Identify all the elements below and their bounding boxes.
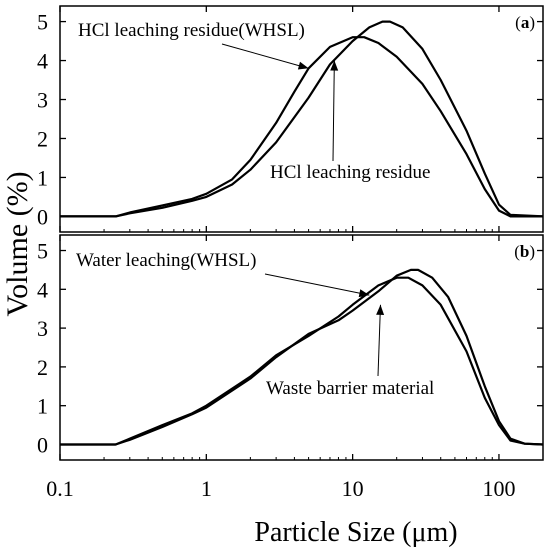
x-axis-label: Particle Size (μm) — [254, 517, 457, 548]
annotation-arrowhead — [358, 289, 370, 298]
x-tick-label: 10 — [342, 476, 364, 501]
annotation-arrow-line — [332, 60, 335, 162]
annotation-text: HCl leaching residue(WHSL) — [78, 20, 305, 41]
panel-a: 0 1 2 3 4 5 (a) HCl leaching residue(WHSL) HCl l… — [37, 5, 544, 233]
y-tick-label: 1 — [37, 165, 48, 190]
y-tick-label: 4 — [37, 277, 48, 302]
y-axis-label: Volume (%) — [1, 171, 34, 316]
annotation-text: HCl leaching residue — [270, 162, 430, 183]
series-line — [60, 20, 544, 218]
annotation-arrow-line — [221, 43, 309, 69]
annotation-arrow-line — [377, 304, 381, 377]
panel-label: (b) — [514, 242, 535, 261]
y-tick-label: 3 — [37, 88, 48, 113]
y-tick-label: 2 — [37, 355, 48, 380]
panel-b: 0 1 2 3 4 5 0.1 1 10 100 (b) Water leaching(WHSL) Wa… — [37, 234, 544, 501]
y-tick-label: 5 — [37, 239, 48, 264]
y-tick-label: 0 — [37, 204, 48, 229]
y-tick-label: 0 — [37, 432, 48, 457]
plot-frame — [59, 5, 544, 233]
plot-frame — [59, 234, 544, 461]
x-tick-label: 0.1 — [46, 476, 74, 501]
y-tick-label: 2 — [37, 126, 48, 151]
y-tick-label: 1 — [37, 394, 48, 419]
annotation-arrowhead — [376, 304, 385, 315]
y-tick-label: 4 — [37, 49, 48, 74]
y-tick-label: 5 — [37, 10, 48, 35]
x-tick-label: 1 — [201, 476, 212, 501]
annotation-arrowhead — [297, 61, 309, 70]
y-tick-label: 3 — [37, 316, 48, 341]
series-line — [60, 276, 544, 446]
annotation-arrowhead — [330, 60, 339, 71]
panel-label: (a) — [515, 13, 535, 32]
x-tick-label: 100 — [482, 476, 515, 501]
series-line — [60, 268, 544, 446]
annotation-text: Water leaching(WHSL) — [76, 250, 256, 271]
series-line — [60, 36, 543, 218]
annotation-text: Waste barrier material — [266, 378, 434, 399]
annotation-arrow-line — [264, 273, 370, 296]
